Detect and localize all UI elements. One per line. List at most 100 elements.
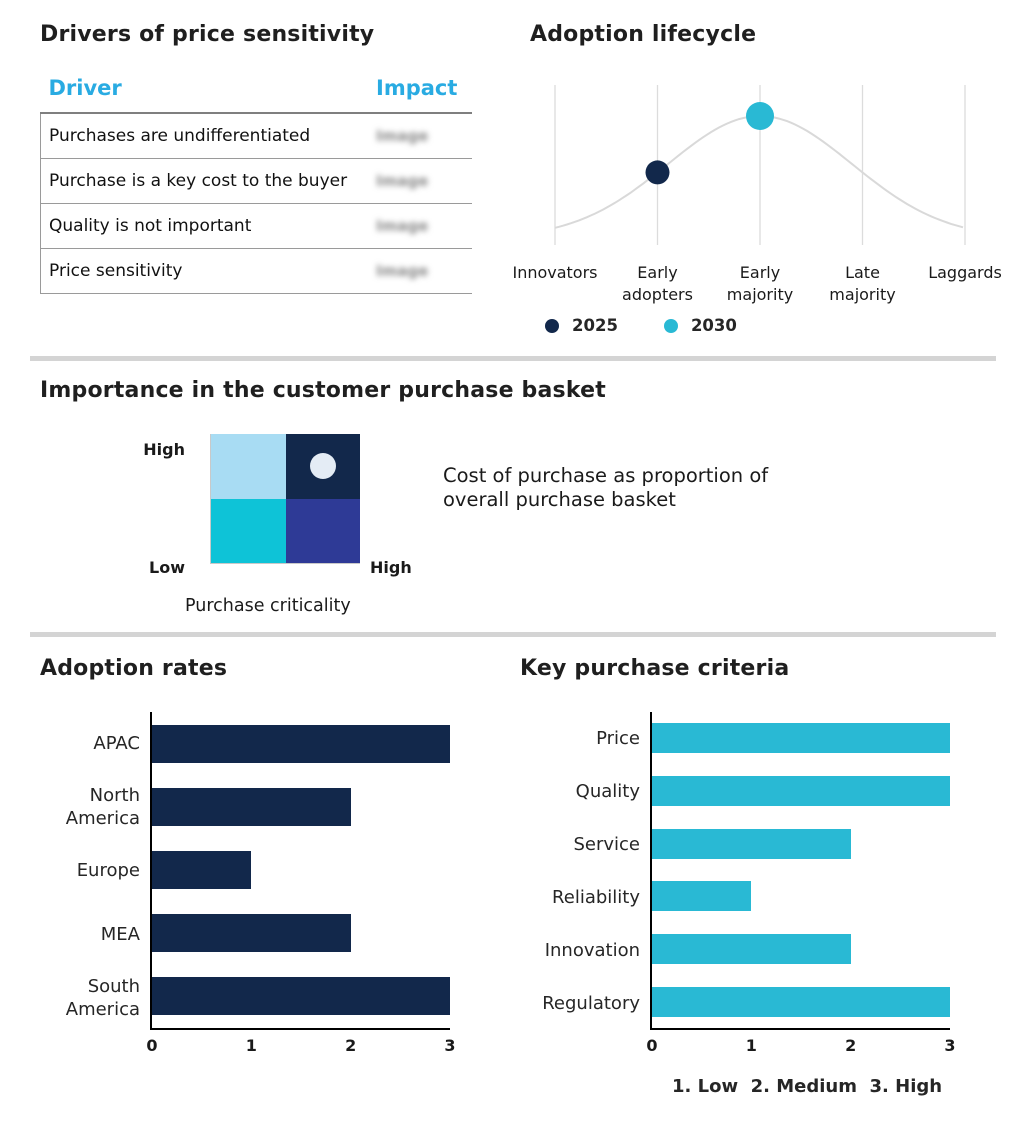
bar xyxy=(152,977,450,1016)
impact-redacted-value: Image xyxy=(376,262,429,280)
drivers-table: Driver Impact Purchases are undifferenti… xyxy=(40,72,472,294)
bar-label: Price xyxy=(596,727,640,749)
legend-item-2030: 2030 xyxy=(663,316,737,335)
legend-label: 2030 xyxy=(690,316,737,335)
legend-item-2025: 2025 xyxy=(545,316,618,335)
legend-dot xyxy=(663,318,678,333)
lifecycle-point-2030 xyxy=(746,102,774,130)
lifecycle-category-label: Early adopters xyxy=(622,263,693,304)
bar xyxy=(152,851,252,889)
x-tick: 2 xyxy=(345,1036,357,1055)
bar-label: Quality xyxy=(575,780,640,802)
driver-row: Price sensitivity Image xyxy=(40,248,472,294)
impact-cell: Image xyxy=(368,248,472,294)
bar xyxy=(652,881,752,912)
x-tick: 3 xyxy=(444,1036,456,1055)
key-purchase-criteria-title: Key purchase criteria xyxy=(520,656,790,681)
impact-redacted-value: Image xyxy=(376,217,429,235)
impact-cell: Image xyxy=(368,203,472,249)
drivers-table-body: Purchases are undifferentiated Image Purch… xyxy=(40,113,472,294)
bar-label: MEA xyxy=(100,923,140,945)
bar-row xyxy=(652,923,950,976)
column-header-impact: Impact xyxy=(368,72,472,114)
key-purchase-criteria-ticks: 0 1 2 3 xyxy=(646,1028,955,1060)
key-purchase-criteria-labels: Price Quality Service Reliability Innovation… xyxy=(528,712,650,1030)
bar xyxy=(652,986,950,1017)
bar-label: APAC xyxy=(93,733,140,755)
bar-label: Europe xyxy=(76,860,140,882)
y-axis-low-label: Low xyxy=(149,558,185,577)
adoption-rates-title: Adoption rates xyxy=(40,656,228,681)
quadrant-bottom-right xyxy=(285,498,360,563)
lifecycle-category-label: Innovators xyxy=(512,263,598,282)
driver-row: Quality is not important Image xyxy=(40,203,472,249)
adoption-rates-plot: 0 1 2 3 xyxy=(146,712,456,1055)
x-tick: 1 xyxy=(745,1036,757,1055)
purchase-basket-matrix xyxy=(210,434,360,564)
bar-row xyxy=(152,838,450,901)
x-tick: 1 xyxy=(245,1036,257,1055)
bar-row xyxy=(152,712,450,775)
bar-row xyxy=(152,965,450,1028)
purchase-basket-title: Importance in the customer purchase bask… xyxy=(40,378,606,403)
adoption-rates-labels: APAC North America Europe MEA South America xyxy=(38,712,150,1030)
key-purchase-criteria-plot: 0 1 2 3 xyxy=(646,712,956,1055)
bar-label: Reliability xyxy=(552,886,640,908)
driver-name: Purchases are undifferentiated xyxy=(40,113,368,159)
section-divider-top xyxy=(30,356,996,361)
impact-cell: Image xyxy=(368,158,472,204)
bar-label: Service xyxy=(573,833,640,855)
impact-redacted-value: Image xyxy=(376,172,429,190)
bar xyxy=(652,776,950,806)
y-axis-high-label: High xyxy=(143,440,185,459)
bar-label: Innovation xyxy=(544,939,640,961)
bar xyxy=(652,828,851,859)
lifecycle-category-label: Early majority xyxy=(726,263,794,304)
legend-label: 2025 xyxy=(572,316,618,335)
lifecycle-category-label: Late majority xyxy=(829,263,896,304)
section-divider-bottom xyxy=(30,632,996,637)
x-axis-title: Purchase criticality xyxy=(185,596,351,616)
lifecycle-category-label: Laggards xyxy=(928,263,1002,282)
bar-row xyxy=(652,870,950,923)
x-tick: 0 xyxy=(146,1036,158,1055)
lifecycle-plot xyxy=(554,85,966,245)
driver-row: Purchases are undifferentiated Image xyxy=(40,113,472,159)
lifecycle-legend: 2025 2030 xyxy=(545,316,737,335)
bar-row xyxy=(152,902,450,965)
scale-footnote: 1. Low 2. Medium 3. High xyxy=(672,1076,943,1097)
quadrant-top-right xyxy=(285,434,360,499)
lifecycle-title: Adoption lifecycle xyxy=(530,22,757,47)
driver-name: Quality is not important xyxy=(40,203,368,249)
x-tick: 3 xyxy=(944,1036,956,1055)
quadrant-top-left xyxy=(211,434,286,499)
purchase-basket-annotation: Cost of purchase as proportion of overal… xyxy=(443,464,769,511)
bar-row xyxy=(152,775,450,838)
bar xyxy=(652,934,851,965)
driver-name: Purchase is a key cost to the buyer xyxy=(40,158,368,204)
bar-row xyxy=(652,712,950,765)
bar xyxy=(152,787,351,826)
lifecycle-curve xyxy=(554,114,964,229)
bar xyxy=(652,723,950,754)
x-tick: 0 xyxy=(646,1036,658,1055)
drivers-table-head: Driver Impact xyxy=(40,72,472,114)
impact-cell: Image xyxy=(368,113,472,159)
key-purchase-criteria-chart: Price Quality Service Reliability Innovation… xyxy=(528,712,956,1055)
x-axis-high-label: High xyxy=(370,558,412,577)
driver-row: Purchase is a key cost to the buyer Image xyxy=(40,158,472,204)
bar-label: North America xyxy=(65,785,140,830)
bar-label: South America xyxy=(65,975,140,1021)
bar-row xyxy=(652,817,950,870)
drivers-panel-title: Drivers of price sensitivity xyxy=(40,22,375,47)
bar xyxy=(152,914,351,953)
matrix-marker-dot xyxy=(309,453,336,480)
adoption-rates-chart: APAC North America Europe MEA South America … xyxy=(38,712,456,1055)
driver-name: Price sensitivity xyxy=(40,248,368,294)
legend-dot xyxy=(545,318,559,333)
bar xyxy=(152,724,450,763)
column-header-driver: Driver xyxy=(40,72,368,114)
bar-row xyxy=(652,975,950,1028)
impact-redacted-value: Image xyxy=(376,127,429,145)
